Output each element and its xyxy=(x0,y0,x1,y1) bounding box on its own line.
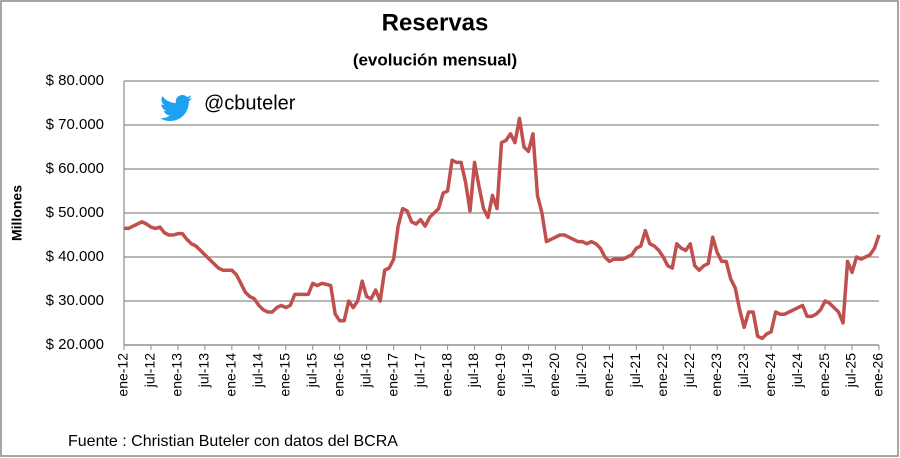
x-tick-label: jul-19 xyxy=(519,353,535,388)
x-tick-label: jul-16 xyxy=(357,353,373,388)
x-tick-label: jul-15 xyxy=(303,353,319,388)
x-tick-label: ene-26 xyxy=(870,353,886,397)
data-line xyxy=(124,116,881,341)
twitter-icon xyxy=(160,95,192,121)
y-tick-label: $ 70.000 xyxy=(46,116,104,133)
x-tick-label: ene-25 xyxy=(816,353,832,397)
x-tick-label: ene-17 xyxy=(384,353,400,397)
x-tick-label: jul-13 xyxy=(196,353,212,388)
x-tick-label: ene-16 xyxy=(330,353,346,397)
x-tick-label: ene-18 xyxy=(438,353,454,397)
x-tick-label: ene-12 xyxy=(115,353,131,397)
x-tick-label: ene-24 xyxy=(762,353,778,397)
y-tick-label: $ 50.000 xyxy=(46,204,104,221)
y-tick-label: $ 80.000 xyxy=(46,72,104,89)
y-axis-label: Millones xyxy=(9,185,25,241)
x-tick-label: jul-17 xyxy=(411,353,427,388)
x-tick-label: jul-25 xyxy=(843,353,859,388)
x-tick-label: ene-19 xyxy=(492,353,508,397)
x-tick-label: jul-12 xyxy=(142,353,158,388)
x-tick-label: jul-24 xyxy=(789,353,805,388)
source-note: Fuente : Christian Buteler con datos del… xyxy=(68,433,398,450)
x-tick-label: jul-20 xyxy=(573,353,589,388)
x-tick-label: jul-22 xyxy=(681,353,697,388)
x-tick-label: ene-15 xyxy=(276,353,292,397)
y-tick-label: $ 40.000 xyxy=(46,248,104,265)
x-tick-label: ene-23 xyxy=(708,353,724,397)
x-tick-label: jul-21 xyxy=(627,353,643,388)
x-tick-label: ene-14 xyxy=(223,353,239,397)
annotation: @cbuteler xyxy=(204,92,296,114)
x-tick-label: jul-14 xyxy=(250,353,266,388)
x-tick-label: ene-13 xyxy=(169,353,185,397)
chart-subtitle: (evolución mensual) xyxy=(353,50,517,69)
x-tick-label: jul-23 xyxy=(735,353,751,388)
chart-title: Reservas xyxy=(382,9,489,36)
x-tick-label: ene-22 xyxy=(654,353,670,397)
y-tick-label: $ 20.000 xyxy=(46,336,104,353)
x-tick-label: ene-21 xyxy=(600,353,616,397)
y-tick-label: $ 60.000 xyxy=(46,160,104,177)
y-tick-label: $ 30.000 xyxy=(46,292,104,309)
x-tick-label: jul-18 xyxy=(465,353,481,388)
x-tick-label: ene-20 xyxy=(546,353,562,397)
